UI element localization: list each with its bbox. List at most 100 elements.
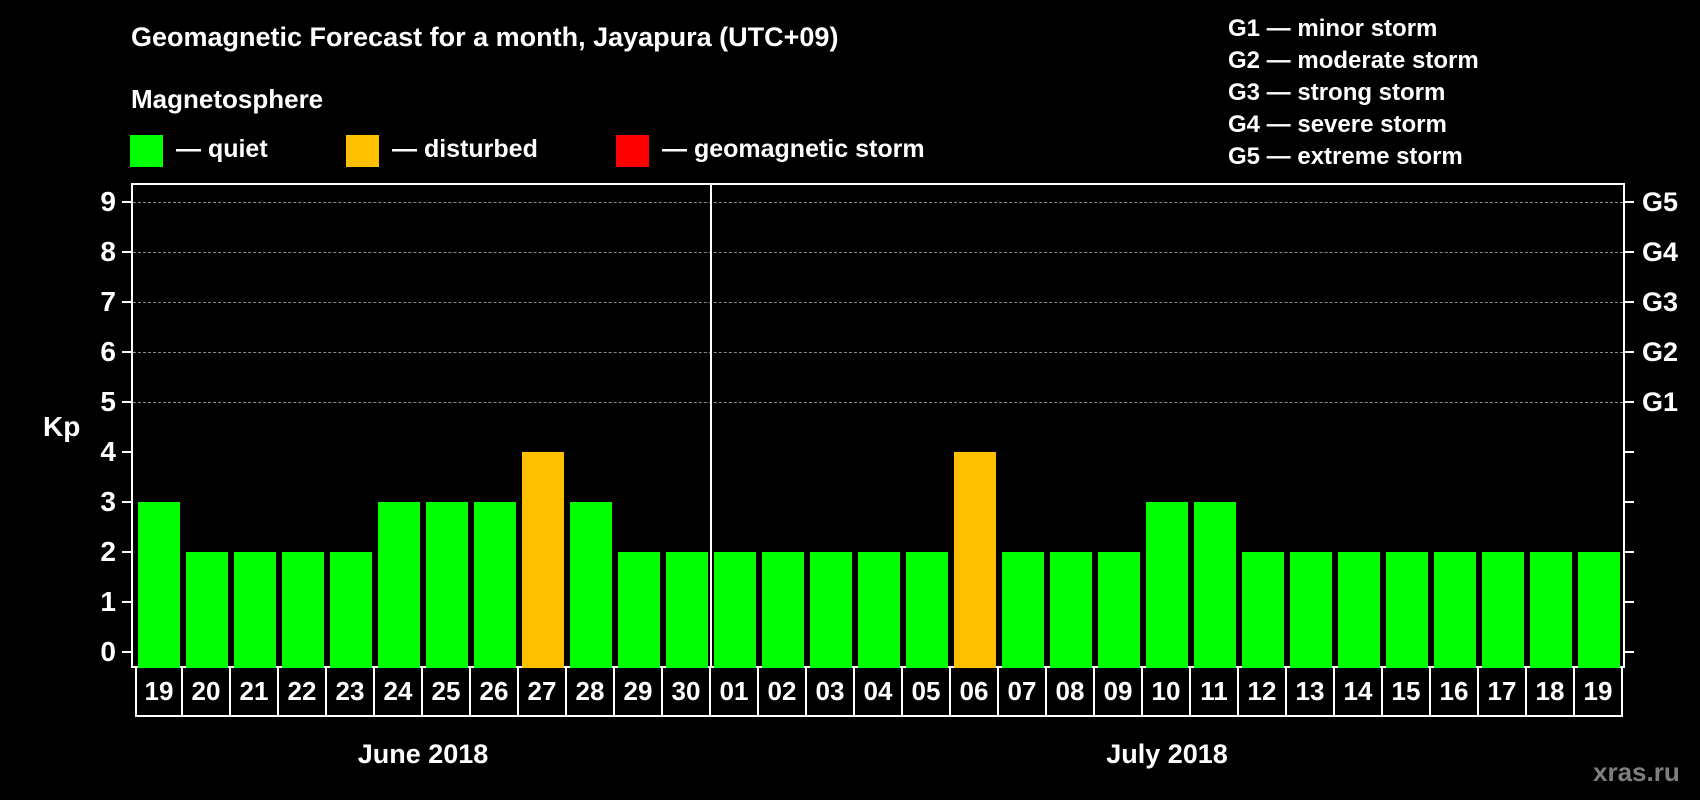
y-tick: [122, 551, 131, 553]
right-tick: [1625, 351, 1634, 353]
kp-bar: [1098, 552, 1140, 668]
right-tick: [1625, 651, 1634, 653]
kp-bar: [1338, 552, 1380, 668]
g-tick-label: G3: [1642, 287, 1679, 317]
y-tick-label: 1: [100, 586, 116, 617]
kp-bar: [810, 552, 852, 668]
day-label: 05: [903, 668, 951, 717]
g-tick-label: G4: [1642, 237, 1679, 267]
watermark: xras.ru: [1593, 757, 1680, 787]
right-tick: [1625, 301, 1634, 303]
y-tick-label: 6: [100, 336, 116, 367]
g-tick-label: G1: [1642, 387, 1679, 417]
kp-bar: [666, 552, 708, 668]
y-tick: [122, 451, 131, 453]
g1-legend: G1 — minor storm: [1228, 15, 1438, 42]
y-tick-label: 9: [100, 186, 116, 217]
kp-bar: [1242, 552, 1284, 668]
kp-bar: [906, 552, 948, 668]
g-tick-label: G2: [1642, 337, 1679, 367]
g3-legend: G3 — strong storm: [1228, 79, 1446, 106]
right-tick: [1625, 401, 1634, 403]
kp-bar: [858, 552, 900, 668]
day-label: 16: [1431, 668, 1479, 717]
day-label: 08: [1047, 668, 1095, 717]
y-tick-label: 7: [100, 286, 116, 317]
day-label: 17: [1479, 668, 1527, 717]
kp-bar: [618, 552, 660, 668]
right-tick: [1625, 601, 1634, 603]
day-label: 12: [1239, 668, 1287, 717]
kp-bar: [570, 502, 612, 668]
disturbed-legend-label: — disturbed: [392, 135, 538, 163]
y-axis-label: Kp: [43, 411, 81, 442]
chart-subtitle: Magnetosphere: [131, 84, 324, 114]
day-label: 18: [1527, 668, 1575, 717]
kp-bar: [1434, 552, 1476, 668]
y-tick: [122, 301, 131, 303]
y-tick: [122, 601, 131, 603]
day-label: 23: [327, 668, 375, 717]
day-label: 03: [807, 668, 855, 717]
day-label: 20: [183, 668, 231, 717]
quiet-swatch: [130, 135, 163, 167]
day-label: 19: [135, 668, 183, 717]
kp-bar: [1578, 552, 1620, 668]
day-label: 07: [999, 668, 1047, 717]
day-label: 21: [231, 668, 279, 717]
y-tick: [122, 401, 131, 403]
kp-bar: [330, 552, 372, 668]
kp-bar: [522, 452, 564, 668]
gridline: [133, 252, 1623, 253]
g2-legend: G2 — moderate storm: [1228, 47, 1479, 74]
g5-legend: G5 — extreme storm: [1228, 143, 1463, 170]
y-tick-label: 4: [100, 436, 116, 467]
gridline: [133, 402, 1623, 403]
right-tick: [1625, 551, 1634, 553]
day-label: 15: [1383, 668, 1431, 717]
day-label: 13: [1287, 668, 1335, 717]
y-tick-label: 5: [100, 386, 116, 417]
kp-bar: [282, 552, 324, 668]
right-tick: [1625, 501, 1634, 503]
y-tick-label: 3: [100, 486, 116, 517]
day-label: 28: [567, 668, 615, 717]
day-label: 25: [423, 668, 471, 717]
y-tick-label: 0: [100, 636, 116, 667]
y-tick: [122, 501, 131, 503]
y-tick: [122, 251, 131, 253]
day-label: 10: [1143, 668, 1191, 717]
month-label-june: June 2018: [357, 739, 489, 769]
g-tick-label: G5: [1642, 187, 1679, 217]
y-tick-label: 8: [100, 236, 116, 267]
day-label: 06: [951, 668, 999, 717]
day-label: 02: [759, 668, 807, 717]
quiet-legend-label: — quiet: [176, 135, 268, 163]
storm-legend-label: — geomagnetic storm: [662, 135, 925, 163]
kp-bar: [762, 552, 804, 668]
gridline: [133, 202, 1623, 203]
kp-bar: [1194, 502, 1236, 668]
gridline: [133, 352, 1623, 353]
day-label: 26: [471, 668, 519, 717]
day-label: 22: [279, 668, 327, 717]
kp-bar: [474, 502, 516, 668]
kp-bar: [234, 552, 276, 668]
kp-bar: [1530, 552, 1572, 668]
day-label: 19: [1575, 668, 1623, 717]
right-tick: [1625, 251, 1634, 253]
kp-bar: [378, 502, 420, 668]
chart-title: Geomagnetic Forecast for a month, Jayapu…: [131, 22, 839, 52]
right-tick: [1625, 201, 1634, 203]
disturbed-swatch: [346, 135, 379, 167]
y-tick: [122, 351, 131, 353]
month-label-july: July 2018: [1106, 739, 1228, 769]
right-tick: [1625, 451, 1634, 453]
y-tick: [122, 201, 131, 203]
y-tick: [122, 651, 131, 653]
day-label: 01: [711, 668, 759, 717]
day-label: 27: [519, 668, 567, 717]
day-label: 30: [663, 668, 711, 717]
kp-bar: [1386, 552, 1428, 668]
kp-bar: [1146, 502, 1188, 668]
